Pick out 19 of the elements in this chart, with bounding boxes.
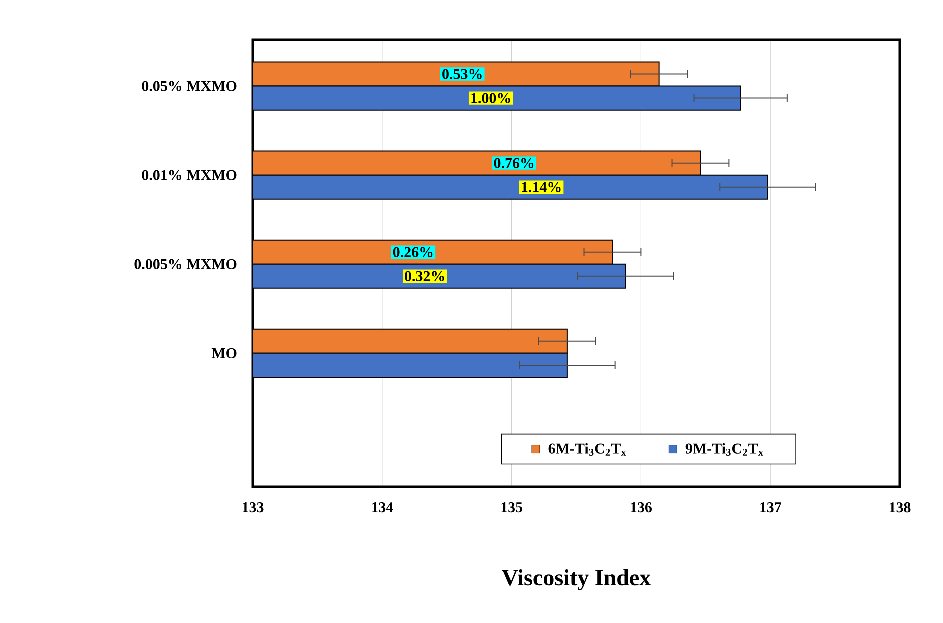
annotation: 0.76%: [494, 158, 534, 168]
x-tick-label: 136: [631, 502, 652, 513]
x-axis-title: Viscosity Index: [502, 569, 652, 590]
annotation: 0.26%: [393, 247, 433, 258]
y-tick-label: MO: [212, 348, 237, 358]
annotation: 0.32%: [405, 271, 444, 282]
x-tick-label: 134: [372, 502, 394, 513]
y-tick-label: 0.01% MXMO: [142, 170, 237, 180]
x-tick-label: 138: [890, 502, 911, 513]
annotation: 1.00%: [472, 93, 510, 104]
x-tick-label: 137: [760, 502, 782, 513]
legend-label: 9M-Ti$_{3}$C$_{2}$T$_{x}$: [686, 443, 764, 456]
x-tick-label: 133: [242, 502, 264, 513]
y-tick-label: 0.05% MXMO: [142, 81, 237, 92]
legend-label: 6M-Ti$_{3}$C$_{2}$T$_{x}$: [548, 443, 626, 456]
y-tick-label: 0.005% MXMO: [134, 259, 237, 270]
x-tick-label: 135: [502, 502, 522, 513]
annotation: 1.14%: [522, 182, 561, 192]
annotation: 0.53%: [442, 69, 482, 80]
